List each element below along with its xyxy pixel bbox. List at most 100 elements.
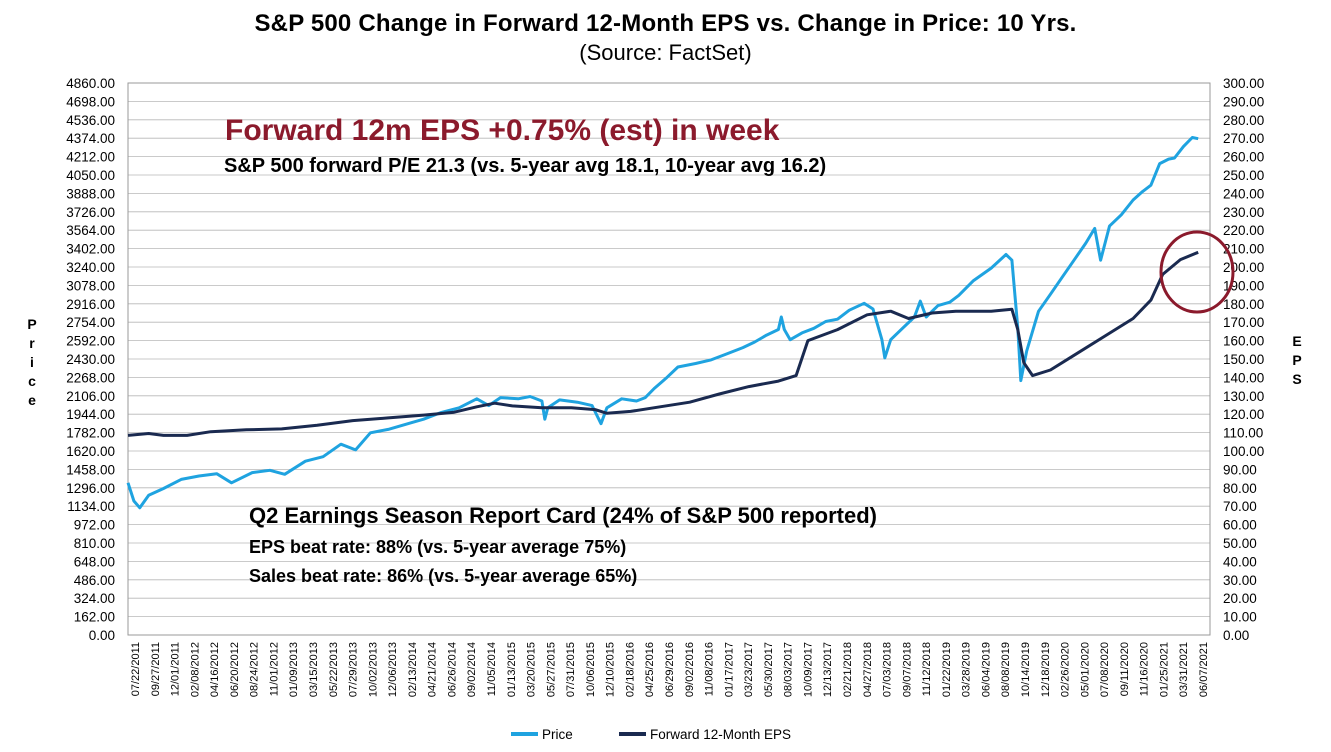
x-tick-label: 12/13/2017 <box>822 642 834 697</box>
y-left-tick-label: 972.00 <box>74 518 115 533</box>
y-right-tick-label: 210.00 <box>1223 242 1264 257</box>
x-tick-label: 06/29/2016 <box>664 642 676 697</box>
x-tick-label: 11/16/2020 <box>1139 642 1151 696</box>
y-left-tick-label: 3078.00 <box>66 278 115 293</box>
x-tick-label: 07/03/2018 <box>882 642 894 697</box>
x-tick-label: 11/12/2018 <box>921 642 933 696</box>
x-tick-label: 09/27/2011 <box>150 642 162 696</box>
x-tick-label: 02/18/2016 <box>624 642 636 697</box>
x-tick-label: 07/31/2015 <box>565 642 577 697</box>
x-tick-label: 12/01/2011 <box>170 642 182 696</box>
y-right-tick-label: 250.00 <box>1223 168 1264 183</box>
y-right-tick-label: 130.00 <box>1223 389 1264 404</box>
y-right-tick-label: 280.00 <box>1223 113 1264 128</box>
y-axis-label-eps: EPS <box>1292 333 1301 387</box>
x-tick-label: 08/24/2012 <box>249 642 261 697</box>
y-left-tick-label: 486.00 <box>74 573 115 588</box>
x-tick-label: 04/27/2018 <box>862 642 874 697</box>
x-tick-label: 11/05/2014 <box>486 642 498 696</box>
x-tick-label: 06/04/2019 <box>980 642 992 697</box>
y-right-tick-label: 120.00 <box>1223 407 1264 422</box>
annotation-pe: S&P 500 forward P/E 21.3 (vs. 5-year avg… <box>224 155 826 177</box>
annotation-eps-beat: EPS beat rate: 88% (vs. 5-year average 7… <box>249 537 626 557</box>
y-right-tick-label: 230.00 <box>1223 205 1264 220</box>
annotation-sales-beat: Sales beat rate: 86% (vs. 5-year average… <box>249 566 637 586</box>
x-tick-label: 06/20/2012 <box>229 642 241 697</box>
y-right-tick-label: 10.00 <box>1223 610 1257 625</box>
axis-label-letter: P <box>27 316 36 332</box>
y-right-tick-label: 240.00 <box>1223 186 1264 201</box>
x-tick-label: 07/08/2020 <box>1099 642 1111 697</box>
y-left-tick-label: 324.00 <box>74 591 115 606</box>
series-group <box>126 136 1199 510</box>
x-tick-label: 08/08/2019 <box>1000 642 1012 697</box>
highlight-circle <box>1159 230 1235 314</box>
x-tick-label: 10/02/2013 <box>367 642 379 697</box>
y-left-tick-label: 4212.00 <box>66 150 115 165</box>
right-axis-ticks: 0.00 10.00 20.00 30.00 40.00 50.00 60.00 70.00 8… <box>1223 76 1264 643</box>
axis-label-letter: P <box>1292 352 1301 368</box>
y-left-tick-label: 162.00 <box>74 610 115 625</box>
annotation-report-card: Q2 Earnings Season Report Card (24% of S… <box>249 503 877 528</box>
y-right-tick-label: 40.00 <box>1223 554 1257 569</box>
y-right-tick-label: 200.00 <box>1223 260 1264 275</box>
y-right-tick-label: 220.00 <box>1223 223 1264 238</box>
x-tick-label: 10/14/2019 <box>1020 642 1032 697</box>
y-left-tick-label: 2754.00 <box>66 315 115 330</box>
x-tick-label: 03/20/2015 <box>526 642 538 697</box>
y-right-tick-label: 140.00 <box>1223 370 1264 385</box>
x-tick-label: 05/27/2015 <box>545 642 557 697</box>
y-left-tick-label: 810.00 <box>74 536 115 551</box>
y-left-tick-label: 4698.00 <box>66 94 115 109</box>
x-tick-label: 01/17/2017 <box>723 642 735 697</box>
annotation-eps-week: Forward 12m EPS +0.75% (est) in week <box>225 114 780 147</box>
y-right-tick-label: 60.00 <box>1223 518 1257 533</box>
y-left-tick-label: 4374.00 <box>66 131 115 146</box>
y-right-tick-label: 270.00 <box>1223 131 1264 146</box>
y-left-tick-label: 3726.00 <box>66 205 115 220</box>
y-left-tick-label: 648.00 <box>74 554 115 569</box>
x-tick-label: 09/02/2014 <box>466 642 478 697</box>
axis-label-letter: E <box>1292 333 1301 349</box>
y-right-tick-label: 260.00 <box>1223 150 1264 165</box>
y-right-tick-label: 30.00 <box>1223 573 1257 588</box>
axis-label-letter: r <box>29 335 35 351</box>
y-left-tick-label: 1944.00 <box>66 407 115 422</box>
x-tick-label: 03/31/2021 <box>1178 642 1190 697</box>
x-tick-label: 02/21/2018 <box>842 642 854 697</box>
y-right-tick-label: 90.00 <box>1223 462 1257 477</box>
x-tick-label: 07/29/2013 <box>348 642 360 697</box>
x-tick-label: 12/18/2019 <box>1040 642 1052 697</box>
y-left-tick-label: 0.00 <box>89 628 115 643</box>
y-left-tick-label: 4860.00 <box>66 76 115 91</box>
y-left-tick-label: 4536.00 <box>66 113 115 128</box>
x-tick-label: 03/23/2017 <box>743 642 755 697</box>
y-right-tick-label: 110.00 <box>1223 426 1263 441</box>
y-left-tick-label: 4050.00 <box>66 168 115 183</box>
legend-eps-label: Forward 12-Month EPS <box>650 727 791 742</box>
y-left-tick-label: 1620.00 <box>66 444 115 459</box>
y-left-tick-label: 2268.00 <box>66 370 115 385</box>
y-left-tick-label: 2430.00 <box>66 352 115 367</box>
x-tick-label: 04/21/2014 <box>427 642 439 697</box>
y-left-tick-label: 2592.00 <box>66 334 115 349</box>
y-left-tick-label: 3888.00 <box>66 186 115 201</box>
y-right-tick-label: 70.00 <box>1223 499 1257 514</box>
x-tick-label: 11/01/2012 <box>268 642 280 696</box>
eps-line <box>127 250 1199 437</box>
x-tick-label: 04/25/2016 <box>644 642 656 697</box>
y-right-tick-label: 150.00 <box>1223 352 1264 367</box>
x-tick-label: 09/11/2020 <box>1119 642 1131 696</box>
x-tick-label: 04/16/2012 <box>209 642 221 697</box>
x-tick-label: 07/22/2011 <box>130 642 142 696</box>
y-right-tick-label: 290.00 <box>1223 94 1264 109</box>
x-tick-label: 11/08/2016 <box>704 642 716 696</box>
x-tick-label: 02/08/2012 <box>189 642 201 697</box>
y-left-tick-label: 1782.00 <box>66 426 115 441</box>
y-right-tick-label: 300.00 <box>1223 76 1264 91</box>
left-axis-ticks: 0.00 162.00 324.00 486.00 648.00 810.00 972.00… <box>66 76 115 643</box>
x-tick-label: 02/13/2014 <box>407 642 419 697</box>
x-tick-label: 09/02/2016 <box>684 642 696 697</box>
y-right-tick-label: 20.00 <box>1223 591 1257 606</box>
x-tick-label: 03/28/2019 <box>961 642 973 697</box>
